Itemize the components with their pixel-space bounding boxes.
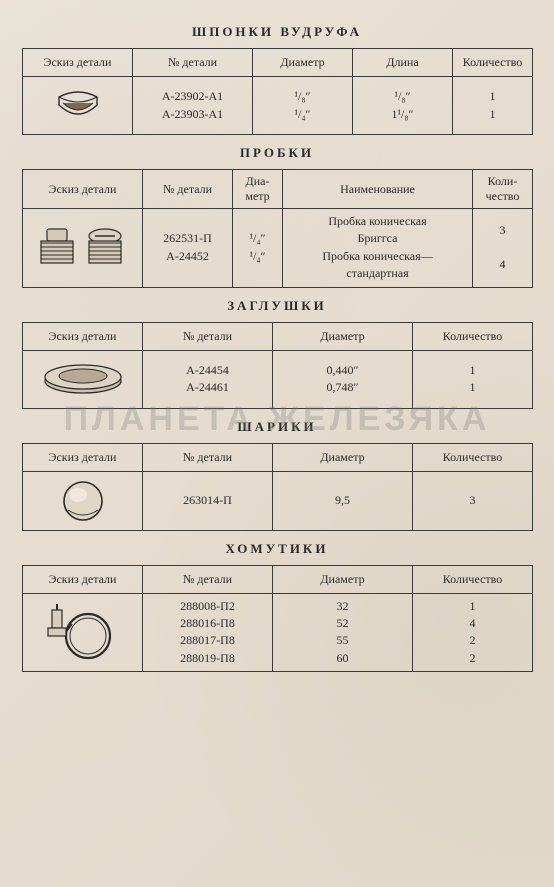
qty-cell: 1 4 2 2 (413, 593, 533, 672)
sketch-cell (23, 593, 143, 672)
col-header: Длина (353, 49, 453, 77)
table-row: А-23902-А1 А-23903-А1¹/₈″ ¹/₄″¹/₈″ 1¹/₈″… (23, 77, 533, 135)
col-header: № детали (143, 565, 273, 593)
diameter-cell: 0,440″ 0,748″ (273, 350, 413, 408)
col-header: Диаметр (273, 322, 413, 350)
col-header: Количество (453, 49, 533, 77)
col-header: Количество (413, 565, 533, 593)
section-title: ЗАГЛУШКИ (22, 298, 532, 314)
diameter-cell: 32 52 55 60 (273, 593, 413, 672)
table-row: 263014-П9,53 (23, 471, 533, 530)
col-header: Диаметр (273, 443, 413, 471)
diameter-cell: 9,5 (273, 471, 413, 530)
col-header: Эскиз детали (23, 170, 143, 209)
table-row: 288008-П2 288016-П8 288017-П8 288019-П83… (23, 593, 533, 672)
col-header: Количество (413, 322, 533, 350)
col-header: Диаметр (273, 565, 413, 593)
page: ШПОНКИ ВУДРУФАЭскиз детали№ деталиДиамет… (0, 0, 554, 887)
diameter-cell: ¹/₄″ ¹/₄″ (233, 209, 283, 288)
table-row: 262531-П А-24452¹/₄″ ¹/₄″Пробка коническ… (23, 209, 533, 288)
col-header: Эскиз детали (23, 49, 133, 77)
section-title: ПРОБКИ (22, 145, 532, 161)
section-title: ШПОНКИ ВУДРУФА (22, 24, 532, 40)
part-number-cell: 263014-П (143, 471, 273, 530)
sketch-cell (23, 77, 133, 135)
diameter-cell: ¹/₈″ ¹/₄″ (253, 77, 353, 135)
parts-table: Эскиз детали№ деталиДиаметрКоличество 28… (22, 565, 533, 673)
col-header: Коли- чество (473, 170, 533, 209)
parts-table: Эскиз детали№ деталиДиа- метрНаименовани… (22, 169, 533, 288)
part-number-cell: А-24454 А-24461 (143, 350, 273, 408)
col-header: Наименование (283, 170, 473, 209)
qty-cell: 3 4 (473, 209, 533, 288)
section-title: ШАРИКИ (22, 419, 532, 435)
col-header: № детали (143, 443, 273, 471)
sketch-cell (23, 471, 143, 530)
sketch-cell (23, 350, 143, 408)
part-number-cell: А-23902-А1 А-23903-А1 (133, 77, 253, 135)
col-header: № детали (133, 49, 253, 77)
parts-table: Эскиз детали№ деталиДиаметрКоличество А-… (22, 322, 533, 409)
table-row: А-24454 А-244610,440″ 0,748″1 1 (23, 350, 533, 408)
length-cell: ¹/₈″ 1¹/₈″ (353, 77, 453, 135)
qty-cell: 1 1 (453, 77, 533, 135)
col-header: Количество (413, 443, 533, 471)
parts-table: Эскиз детали№ деталиДиаметрДлинаКоличест… (22, 48, 533, 135)
parts-table: Эскиз детали№ деталиДиаметрКоличество 26… (22, 443, 533, 531)
col-header: № детали (143, 170, 233, 209)
col-header: № детали (143, 322, 273, 350)
part-number-cell: 262531-П А-24452 (143, 209, 233, 288)
col-header: Диа- метр (233, 170, 283, 209)
part-number-cell: 288008-П2 288016-П8 288017-П8 288019-П8 (143, 593, 273, 672)
col-header: Эскиз детали (23, 443, 143, 471)
col-header: Диаметр (253, 49, 353, 77)
qty-cell: 3 (413, 471, 533, 530)
col-header: Эскиз детали (23, 322, 143, 350)
name-cell: Пробка коническая Бриггса Пробка коничес… (283, 209, 473, 288)
sections-container: ШПОНКИ ВУДРУФАЭскиз детали№ деталиДиамет… (22, 24, 532, 672)
col-header: Эскиз детали (23, 565, 143, 593)
sketch-cell (23, 209, 143, 288)
qty-cell: 1 1 (413, 350, 533, 408)
section-title: ХОМУТИКИ (22, 541, 532, 557)
